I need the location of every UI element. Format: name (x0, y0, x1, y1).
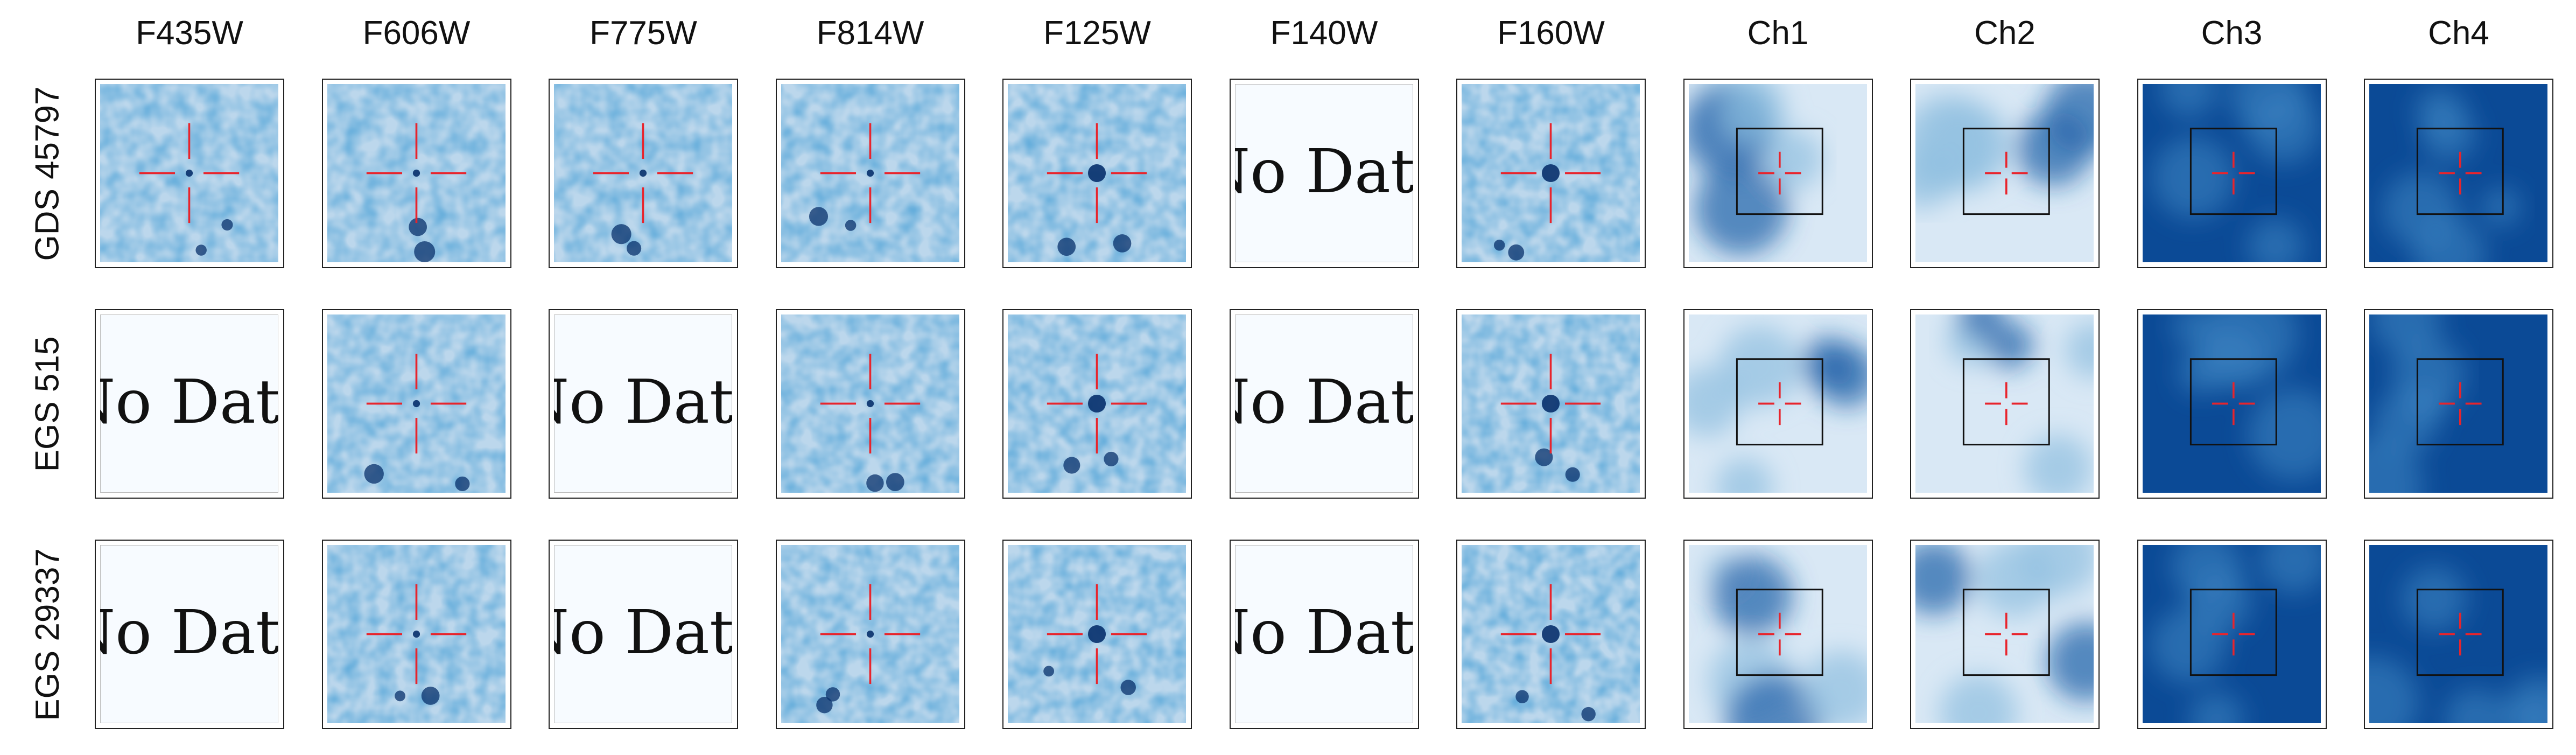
cutout-ch1 (1683, 309, 1873, 499)
cutout-f814w (775, 79, 965, 268)
no-data-panel: No Data (100, 545, 278, 723)
no-data-panel: No Data (1234, 314, 1413, 493)
cutout-f160w (1456, 540, 1646, 729)
cutout-f435w: No Data (95, 309, 284, 499)
no-data-panel: No Data (1234, 84, 1413, 262)
cutout-image (1008, 545, 1186, 723)
cutout-image (327, 84, 506, 262)
cutout-image (1008, 314, 1186, 493)
cutout-f140w: No Data (1229, 309, 1419, 499)
cutout-image (1462, 84, 1640, 262)
column-header-f435w: F435W (136, 15, 243, 52)
row-label-text: EGS 29337 (29, 548, 66, 721)
no-data-label: No Data (1235, 597, 1413, 668)
cutout-f775w (549, 79, 738, 268)
row-label: EGS 29337 (26, 540, 69, 729)
cutout-f606w (321, 309, 511, 499)
column-header-f140w: F140W (1270, 15, 1378, 52)
cutout-image (1462, 545, 1640, 723)
cutout-image (1688, 545, 1867, 723)
cutout-f606w (321, 540, 511, 729)
column-header-f125w: F125W (1043, 15, 1151, 52)
column-header-f606w: F606W (362, 15, 471, 52)
cutout-ch2 (1910, 309, 2100, 499)
row-label: EGS 515 (26, 309, 69, 499)
row-label-text: GDS 45797 (29, 86, 66, 261)
cutout-image (2142, 545, 2321, 723)
cutout-ch3 (2137, 309, 2327, 499)
cutout-image (100, 84, 278, 262)
no-data-panel: No Data (1234, 545, 1413, 723)
cutout-image (327, 545, 506, 723)
cutout-ch4 (2364, 309, 2553, 499)
cutout-f775w: No Data (549, 309, 738, 499)
cutout-image (781, 314, 959, 493)
cutout-image (1008, 84, 1186, 262)
cutout-f125w (1002, 79, 1192, 268)
no-data-label: No Data (100, 597, 278, 668)
cutout-f814w (775, 540, 965, 729)
cutout-f775w: No Data (549, 540, 738, 729)
column-header-f814w: F814W (816, 15, 924, 52)
cutout-image (554, 84, 732, 262)
cutout-f160w (1456, 309, 1646, 499)
cutout-image (2369, 545, 2547, 723)
cutout-f140w: No Data (1229, 540, 1419, 729)
cutout-f160w (1456, 79, 1646, 268)
cutout-image (1688, 84, 1867, 262)
no-data-label: No Data (1235, 136, 1413, 207)
cutout-f606w (321, 79, 511, 268)
cutout-f140w: No Data (1229, 79, 1419, 268)
cutout-ch3 (2137, 79, 2327, 268)
cutout-ch1 (1683, 540, 1873, 729)
cutout-image (1915, 84, 2094, 262)
no-data-label: No Data (554, 597, 732, 668)
column-header-ch4: Ch4 (2428, 15, 2489, 52)
cutout-ch4 (2364, 540, 2553, 729)
cutout-f435w (95, 79, 284, 268)
cutout-f125w (1002, 309, 1192, 499)
cutout-f814w (775, 309, 965, 499)
no-data-panel: No Data (100, 314, 278, 493)
cutout-image (781, 545, 959, 723)
column-header-ch3: Ch3 (2201, 15, 2263, 52)
cutout-image (1915, 314, 2094, 493)
no-data-label: No Data (554, 367, 732, 437)
no-data-panel: No Data (554, 545, 732, 723)
cutout-image (1688, 314, 1867, 493)
cutout-image (2369, 314, 2547, 493)
cutout-ch2 (1910, 79, 2100, 268)
row-label: GDS 45797 (26, 79, 69, 268)
cutout-f435w: No Data (95, 540, 284, 729)
cutout-image (2369, 84, 2547, 262)
column-header-ch2: Ch2 (1974, 15, 2035, 52)
column-header-f775w: F775W (589, 15, 697, 52)
row-label-text: EGS 515 (29, 336, 66, 472)
cutout-f125w (1002, 540, 1192, 729)
no-data-label: No Data (100, 367, 278, 437)
cutout-image (1462, 314, 1640, 493)
no-data-label: No Data (1235, 367, 1413, 437)
cutout-image (2142, 314, 2321, 493)
cutout-ch1 (1683, 79, 1873, 268)
column-header-ch1: Ch1 (1747, 15, 1809, 52)
cutout-image (327, 314, 506, 493)
no-data-panel: No Data (554, 314, 732, 493)
cutout-image (1915, 545, 2094, 723)
column-header-f160w: F160W (1497, 15, 1605, 52)
cutout-ch3 (2137, 540, 2327, 729)
cutout-ch4 (2364, 79, 2553, 268)
cutout-image (781, 84, 959, 262)
cutout-ch2 (1910, 540, 2100, 729)
cutout-image (2142, 84, 2321, 262)
